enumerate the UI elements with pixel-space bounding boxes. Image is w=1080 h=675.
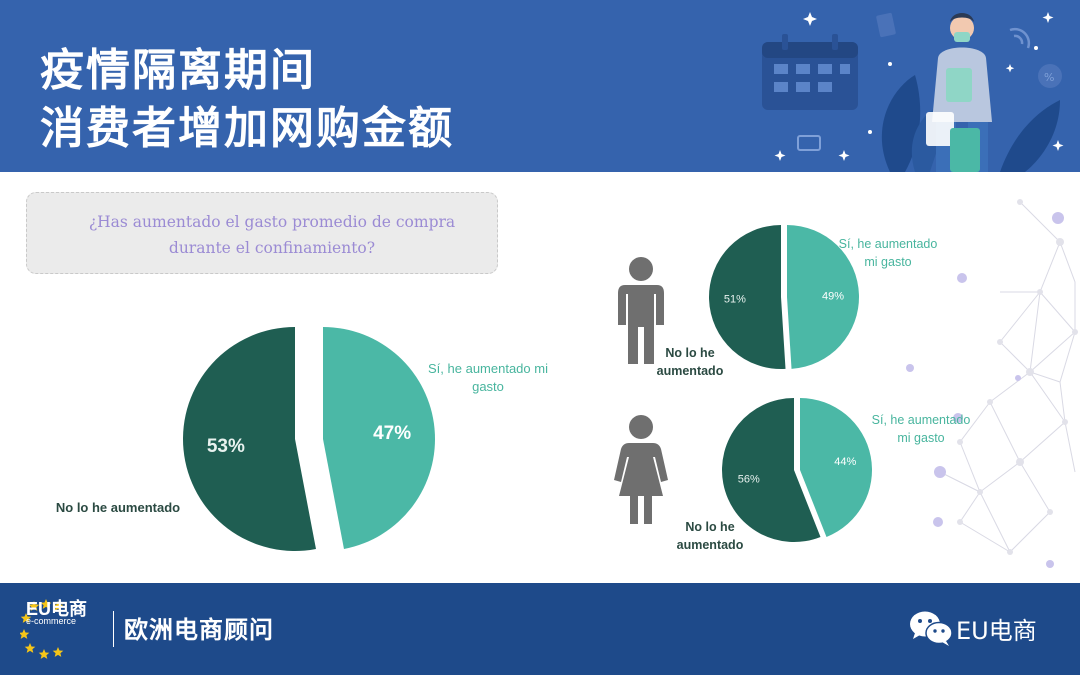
svg-text:%: % [1044,71,1054,84]
network-decoration [906,199,1078,568]
eu-stars-logo-icon [20,599,64,659]
wechat-account: EU电商 [956,617,1037,645]
pie-charts: 47% 53% 49% 51% 44% 56% Sí, he aumentado mi g… [56,225,971,552]
main-yes-label-line-2: gasto [472,379,504,394]
title-line-2: 消费者增加网购金额 [40,103,454,154]
pie-group: 47% 53% 49% 51% 44% 56% [183,225,873,551]
women-yes-value-label: 44% [834,456,856,468]
footer-divider [113,611,114,647]
woman-icon [614,415,668,524]
men-no-label-line-1: No lo he [665,346,714,360]
shopper-figure [926,13,992,172]
women-no-label-line-2: aumentado [677,538,744,552]
question-text: ¿Has aumentado el gasto promedio de comp… [57,209,487,261]
content-area: ¿Has aumentado el gasto promedio de comp… [0,172,1080,583]
header-banner: 疫情隔离期间 消费者增加网购金额 [0,0,1080,172]
women-no-slice [721,398,821,542]
total-no-value-label: 53% [207,436,245,457]
women-yes-slice [800,398,873,537]
men-yes-label-line-2: mi gasto [864,255,911,269]
main-yes-label-line-1: Sí, he aumentado mi [428,361,548,376]
men-yes-slice [787,225,859,369]
wechat-icon [910,611,953,646]
question-box: ¿Has aumentado el gasto promedio de comp… [26,192,498,274]
total-yes-value-label: 47% [373,423,411,444]
men-no-value-label: 51% [724,293,746,305]
company-name: 欧洲电商顾问 [124,616,274,644]
title-line-1: 疫情隔离期间 [40,45,316,96]
main-no-label: No lo he aumentado [56,500,180,515]
question-line-1: ¿Has aumentado el gasto promedio de comp… [88,213,456,231]
men-no-slice [708,225,786,369]
total-no-slice [183,327,316,551]
logo-text: EU电商 [26,599,88,619]
logo-subtext: e-commerce [26,616,77,626]
men-yes-label-line-1: Sí, he aumentado [839,237,938,251]
shopping-illustration: % [762,12,1064,172]
women-yes-label-line-1: Sí, he aumentado [872,413,971,427]
footer-bar: EU电商 e-commerce 欧洲电商顾问 EU电商 [0,583,1080,675]
total-yes-slice [323,327,436,550]
women-yes-label-line-2: mi gasto [897,431,944,445]
calendar-icon [762,34,858,110]
man-icon [618,257,664,364]
question-line-2: durante el confinamiento? [168,239,376,257]
women-no-value-label: 56% [738,473,760,485]
men-yes-value-label: 49% [822,290,844,302]
women-no-label-line-1: No lo he [685,520,734,534]
men-no-label-line-2: aumentado [657,364,724,378]
